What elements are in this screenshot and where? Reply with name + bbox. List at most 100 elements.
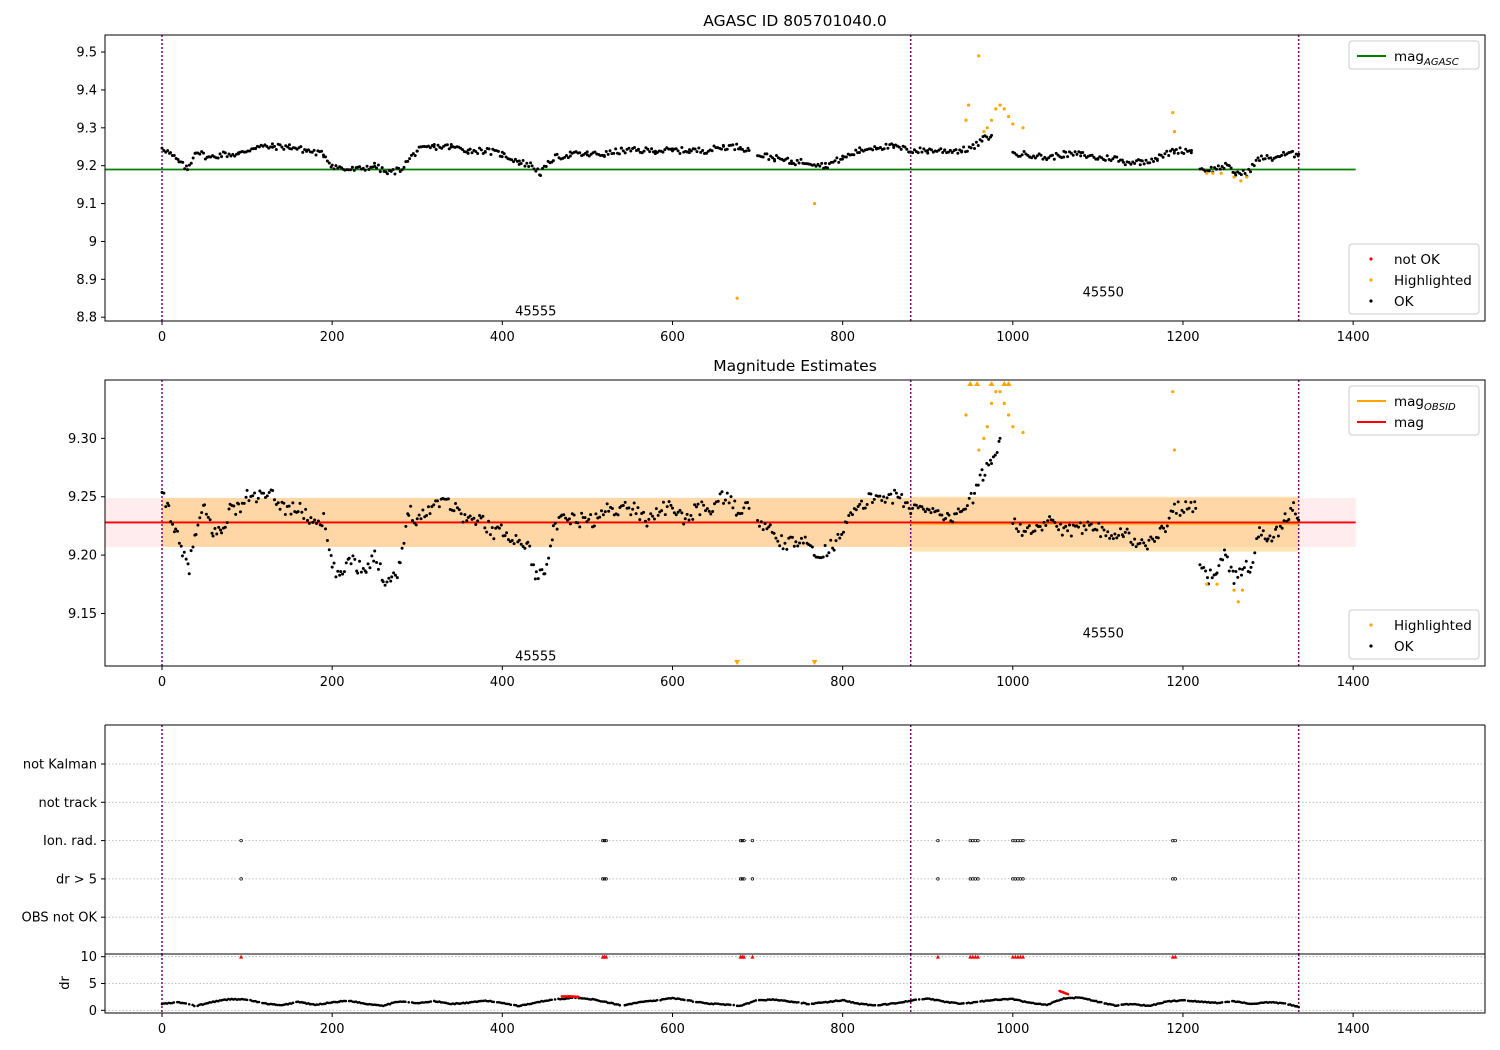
magnitude-point-ok: [1142, 541, 1146, 545]
agasc-legend-label: not OK: [1394, 252, 1441, 268]
magnitude-point-ok: [366, 562, 370, 566]
agasc-point-ok: [1103, 158, 1107, 162]
dr-ytick-label: 10: [80, 950, 97, 965]
dr-marker-capped: [239, 954, 244, 959]
magnitude-point-ok: [412, 521, 416, 525]
magnitude-point-ok: [256, 496, 260, 500]
agasc-point-ok: [948, 148, 952, 152]
flags-point: [740, 877, 744, 881]
agasc-point-ok: [722, 144, 726, 148]
agasc-point-ok: [719, 147, 723, 151]
magnitude-point-ok: [548, 544, 552, 548]
magnitude-point-highlighted: [1021, 430, 1025, 435]
agasc-point-ok: [474, 150, 478, 154]
agasc-point-ok: [479, 148, 483, 152]
magnitude-point-ok: [734, 513, 738, 517]
magnitude-point-ok: [889, 492, 893, 496]
magnitude-point-ok: [711, 510, 715, 514]
magnitude-point-ok: [1172, 502, 1176, 506]
magnitude-point-ok: [1018, 522, 1022, 526]
magnitude-point-ok: [672, 511, 676, 515]
magnitude-point-ok: [1251, 561, 1255, 565]
agasc-point-ok: [939, 147, 943, 151]
magnitude-point-ok: [878, 494, 882, 498]
flags-point: [602, 877, 607, 881]
magnitude-point-ok: [1020, 533, 1024, 537]
magnitude-point-ok: [551, 524, 555, 528]
agasc-point-ok: [892, 146, 896, 150]
flags-point: [604, 877, 608, 881]
magnitude-point-ok: [838, 536, 842, 540]
magnitude-point-ok: [1297, 518, 1301, 522]
agasc-point-ok: [1269, 156, 1273, 160]
magnitude-ytick-label: 9.20: [68, 549, 97, 564]
magnitude-point-ok: [667, 500, 671, 504]
magnitude-legend-label-main: OK: [1394, 639, 1415, 655]
agasc-point-ok: [367, 167, 371, 171]
agasc-point-ok: [689, 149, 693, 153]
dr-point: [1117, 1004, 1120, 1007]
agasc-point-ok: [172, 154, 176, 158]
magnitude-xtick-label: 0: [158, 675, 166, 690]
magnitude-point-ok: [1119, 527, 1123, 531]
agasc-point-ok: [320, 149, 324, 153]
agasc-point-ok: [191, 156, 195, 160]
magnitude-point-ok: [351, 554, 355, 558]
magnitude-point-ok: [629, 513, 633, 517]
dr-point: [184, 1002, 188, 1005]
agasc-point-ok: [1291, 149, 1295, 153]
magnitude-point-ok: [649, 512, 653, 516]
agasc-point-ok: [826, 166, 830, 170]
agasc-point-ok: [789, 159, 793, 163]
magnitude-point-ok: [289, 512, 293, 516]
magnitude-point-ok: [1204, 569, 1208, 573]
agasc-point-highlighted: [989, 118, 994, 122]
agasc-point-ok: [278, 143, 282, 147]
dr-point: [1283, 1002, 1287, 1005]
agasc-point-ok: [1241, 169, 1245, 173]
agasc-point-ok: [1032, 154, 1036, 158]
magnitude-point-ok: [370, 554, 374, 558]
magnitude-point-ok: [1242, 566, 1246, 570]
agasc-point-ok: [674, 147, 678, 151]
flags-point: [604, 838, 608, 843]
agasc-point-ok: [307, 148, 311, 152]
dr-point: [291, 1001, 295, 1005]
magnitude-point-ok: [347, 556, 351, 560]
dr-xtick-label: 600: [660, 1022, 685, 1037]
agasc-point-ok: [602, 155, 606, 159]
magnitude-point-highlighted: [989, 401, 994, 405]
agasc-point-ok: [162, 149, 166, 153]
magnitude-point-ok: [400, 546, 404, 550]
magnitude-point-ok: [780, 534, 784, 538]
magnitude-point-ok: [940, 513, 944, 517]
magnitude-point-ok: [1274, 527, 1278, 531]
agasc-legend-box: [1348, 243, 1480, 315]
magnitude-point-ok: [510, 539, 514, 543]
magnitude-point-ok: [1167, 516, 1171, 520]
agasc-point-ok: [956, 151, 960, 155]
agasc-point-ok: [181, 160, 185, 164]
magnitude-point-ok: [670, 506, 674, 510]
magnitude-point-ok: [849, 511, 853, 515]
agasc-point-ok: [189, 161, 193, 165]
agasc-point-ok: [1178, 146, 1182, 150]
magnitude-point-ok: [747, 506, 751, 510]
magnitude-point-ok: [553, 521, 557, 525]
magnitude-point-ok: [851, 513, 855, 517]
magnitude-point-ok: [533, 577, 537, 581]
agasc-ytick-label: 8.9: [76, 273, 97, 288]
magnitude-point-ok: [435, 499, 439, 503]
magnitude-point-ok: [709, 512, 713, 516]
magnitude-point-ok: [900, 492, 904, 496]
magnitude-point-ok: [316, 519, 320, 523]
magnitude-point-ok: [540, 568, 544, 572]
magnitude-point-ok: [1215, 571, 1219, 575]
agasc-point-ok: [521, 159, 525, 163]
agasc-point-ok: [568, 154, 572, 158]
agasc-point-ok: [974, 140, 978, 144]
flags-point: [239, 877, 243, 881]
magnitude-point-ok: [652, 517, 656, 521]
agasc-point-highlighted: [1021, 126, 1025, 130]
magnitude-point-ok: [929, 511, 933, 515]
